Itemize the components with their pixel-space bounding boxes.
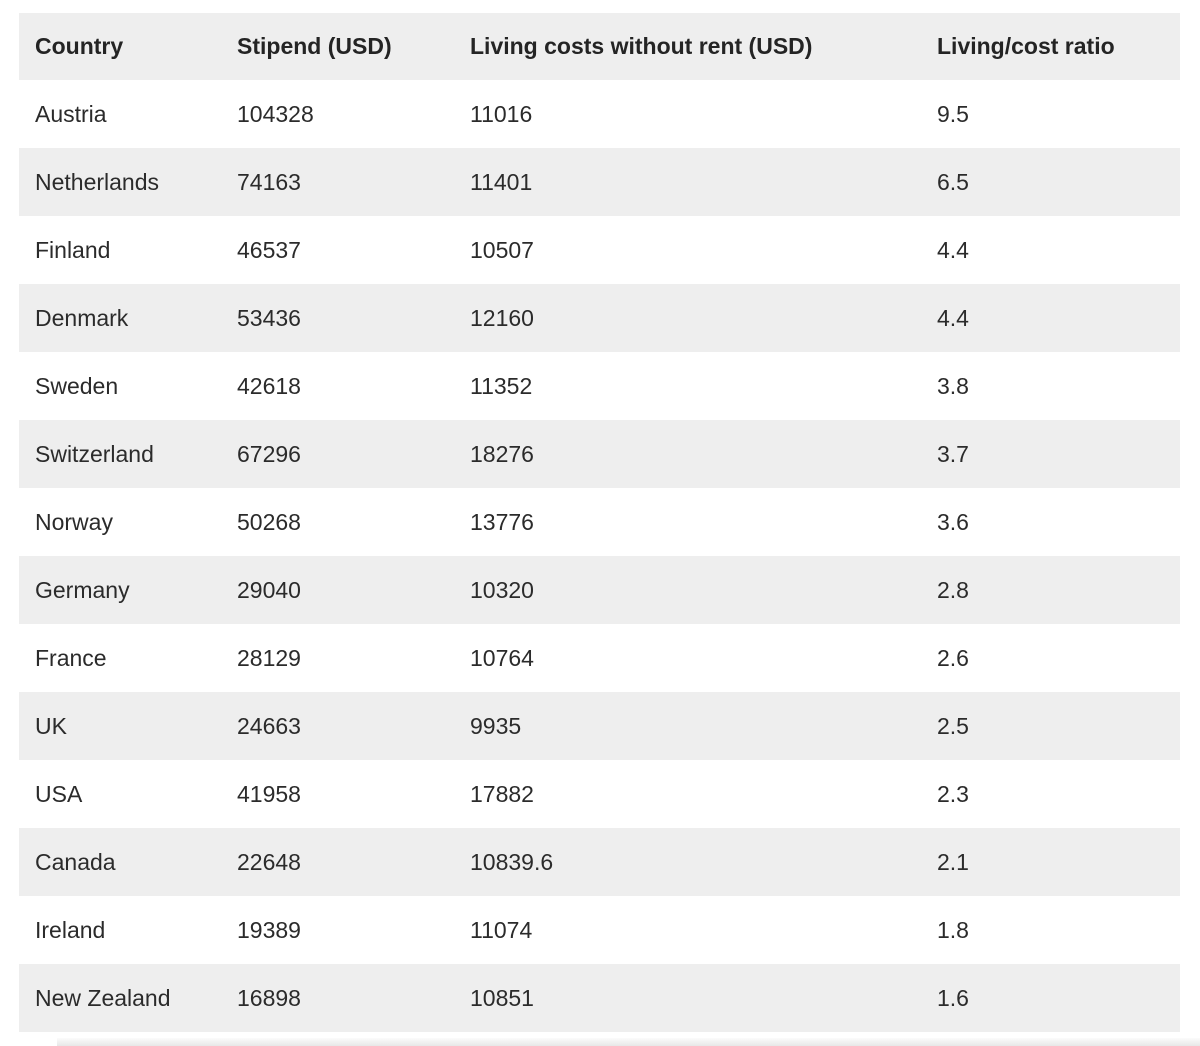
cell-living-costs: 12160 [454, 284, 921, 352]
cell-living-costs: 17882 [454, 760, 921, 828]
column-header-ratio: Living/cost ratio [921, 13, 1180, 80]
cell-country: Canada [19, 828, 221, 896]
stipend-table-container: Country Stipend (USD) Living costs witho… [19, 13, 1180, 1032]
table-row: Sweden 42618 11352 3.8 [19, 352, 1180, 420]
cell-country: Finland [19, 216, 221, 284]
cell-stipend: 42618 [221, 352, 454, 420]
cell-ratio: 2.8 [921, 556, 1180, 624]
cell-country: Netherlands [19, 148, 221, 216]
cell-stipend: 74163 [221, 148, 454, 216]
cell-ratio: 2.5 [921, 692, 1180, 760]
next-element-top-edge [57, 1038, 1200, 1046]
table-body: Austria 104328 11016 9.5 Netherlands 741… [19, 80, 1180, 1032]
cell-country: Switzerland [19, 420, 221, 488]
table-row: Finland 46537 10507 4.4 [19, 216, 1180, 284]
cell-living-costs: 10851 [454, 964, 921, 1032]
cell-ratio: 1.6 [921, 964, 1180, 1032]
table-header-row: Country Stipend (USD) Living costs witho… [19, 13, 1180, 80]
cell-stipend: 50268 [221, 488, 454, 556]
cell-country: New Zealand [19, 964, 221, 1032]
table-row: UK 24663 9935 2.5 [19, 692, 1180, 760]
cell-country: Denmark [19, 284, 221, 352]
column-header-living-costs: Living costs without rent (USD) [454, 13, 921, 80]
stipend-table: Country Stipend (USD) Living costs witho… [19, 13, 1180, 1032]
cell-country: Austria [19, 80, 221, 148]
table-row: Netherlands 74163 11401 6.5 [19, 148, 1180, 216]
table-row: Denmark 53436 12160 4.4 [19, 284, 1180, 352]
cell-country: Germany [19, 556, 221, 624]
cell-country: USA [19, 760, 221, 828]
cell-ratio: 3.8 [921, 352, 1180, 420]
table-row: Germany 29040 10320 2.8 [19, 556, 1180, 624]
table-header: Country Stipend (USD) Living costs witho… [19, 13, 1180, 80]
table-row: France 28129 10764 2.6 [19, 624, 1180, 692]
cell-ratio: 1.8 [921, 896, 1180, 964]
cell-living-costs: 11401 [454, 148, 921, 216]
cell-stipend: 67296 [221, 420, 454, 488]
cell-living-costs: 10839.6 [454, 828, 921, 896]
cell-living-costs: 11016 [454, 80, 921, 148]
cell-living-costs: 11352 [454, 352, 921, 420]
cell-stipend: 41958 [221, 760, 454, 828]
cell-living-costs: 10507 [454, 216, 921, 284]
cell-stipend: 22648 [221, 828, 454, 896]
table-row: USA 41958 17882 2.3 [19, 760, 1180, 828]
cell-country: France [19, 624, 221, 692]
table-row: Switzerland 67296 18276 3.7 [19, 420, 1180, 488]
cell-stipend: 28129 [221, 624, 454, 692]
column-header-stipend: Stipend (USD) [221, 13, 454, 80]
cell-ratio: 9.5 [921, 80, 1180, 148]
cell-stipend: 24663 [221, 692, 454, 760]
table-row: Norway 50268 13776 3.6 [19, 488, 1180, 556]
cell-country: UK [19, 692, 221, 760]
table-row: New Zealand 16898 10851 1.6 [19, 964, 1180, 1032]
cell-stipend: 46537 [221, 216, 454, 284]
cell-living-costs: 13776 [454, 488, 921, 556]
cell-ratio: 2.1 [921, 828, 1180, 896]
cell-living-costs: 10320 [454, 556, 921, 624]
cell-ratio: 3.7 [921, 420, 1180, 488]
cell-country: Norway [19, 488, 221, 556]
cell-country: Sweden [19, 352, 221, 420]
column-header-country: Country [19, 13, 221, 80]
cell-living-costs: 11074 [454, 896, 921, 964]
cell-stipend: 19389 [221, 896, 454, 964]
table-row: Canada 22648 10839.6 2.1 [19, 828, 1180, 896]
cell-living-costs: 10764 [454, 624, 921, 692]
cell-ratio: 3.6 [921, 488, 1180, 556]
table-row: Austria 104328 11016 9.5 [19, 80, 1180, 148]
cell-country: Ireland [19, 896, 221, 964]
cell-living-costs: 9935 [454, 692, 921, 760]
cell-ratio: 6.5 [921, 148, 1180, 216]
cell-stipend: 53436 [221, 284, 454, 352]
table-row: Ireland 19389 11074 1.8 [19, 896, 1180, 964]
cell-stipend: 29040 [221, 556, 454, 624]
cell-living-costs: 18276 [454, 420, 921, 488]
cell-ratio: 2.6 [921, 624, 1180, 692]
cell-ratio: 2.3 [921, 760, 1180, 828]
cell-stipend: 104328 [221, 80, 454, 148]
cell-ratio: 4.4 [921, 216, 1180, 284]
cell-stipend: 16898 [221, 964, 454, 1032]
cell-ratio: 4.4 [921, 284, 1180, 352]
